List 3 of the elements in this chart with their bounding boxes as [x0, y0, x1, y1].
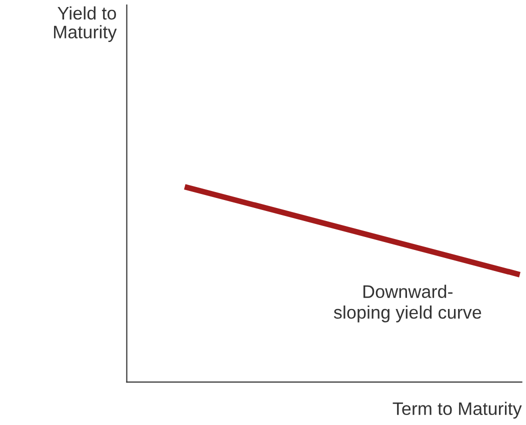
text: Yield to Maturity: [54, 6, 117, 42]
x-axis-title: Term to Maturity: [392, 402, 522, 419]
annotation: Downward- sloping yield curve: [334, 284, 482, 322]
